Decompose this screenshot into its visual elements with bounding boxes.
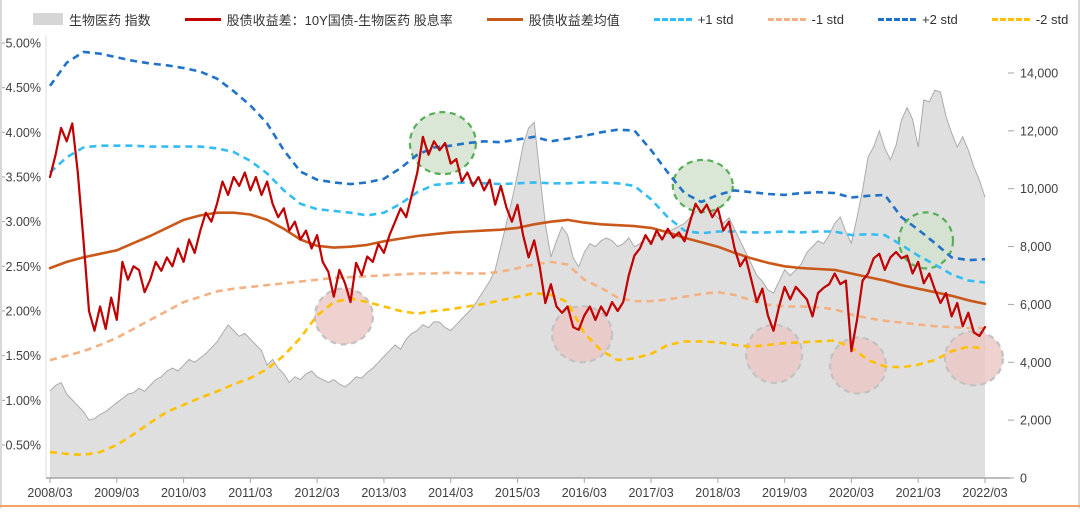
series-p1std-line (49, 144, 986, 284)
x-axis-tick-label: 2009/03 (94, 486, 139, 500)
x-axis-tick-label: 2010/03 (161, 486, 206, 500)
series-spread-line (48, 122, 987, 353)
y-right-tick-label: 2,000 (1020, 414, 1051, 428)
pink-highlight-circle-4 (313, 287, 374, 346)
y-left-tick-label: 3.00% (6, 215, 41, 229)
x-axis-tick-label: 2018/03 (695, 486, 740, 500)
pink-highlight-circle-6 (744, 323, 804, 384)
y-left-tick-label: 1.50% (6, 349, 41, 363)
x-axis-tick-label: 2020/03 (829, 486, 874, 500)
y-left-tick-label: 2.50% (6, 260, 41, 274)
x-axis-tick-label: 2016/03 (562, 486, 607, 500)
green-highlight-circle-1 (408, 111, 477, 176)
legend-item-m1std: -1 std (767, 11, 845, 27)
legend-swatch-index (33, 13, 63, 25)
x-axis-tick-label: 2022/03 (962, 486, 1007, 500)
y-right-tick-label: 12,000 (1020, 124, 1058, 138)
y-left-tick-label: 0.50% (6, 439, 41, 453)
legend-label: +1 std (697, 11, 734, 27)
x-axis-tick-label: 2019/03 (762, 486, 807, 500)
y-left-tick-label: 4.00% (6, 126, 41, 140)
series-index-area (50, 90, 985, 478)
y-right-tick-label: 10,000 (1020, 182, 1058, 196)
legend-item-index: 生物医药 指数 (33, 10, 151, 29)
y-right-tick-label: 6,000 (1020, 298, 1051, 312)
pink-highlight-circle-8 (943, 330, 1005, 387)
x-axis-tick-label: 2011/03 (228, 486, 272, 500)
left-border-line (0, 0, 2, 508)
pink-highlight-circle-7 (828, 336, 888, 395)
legend-item-mean: 股债收益差均值 (486, 10, 620, 29)
y-left-tick-label: 3.50% (6, 171, 41, 185)
legend-label: 股债收益差：10Y国债-生物医药 股息率 (226, 12, 453, 28)
legend-label: 股债收益差均值 (528, 12, 620, 28)
legend-item-spread: 股债收益差：10Y国债-生物医药 股息率 (184, 10, 453, 29)
series-index-area-outline (49, 89, 986, 421)
legend-label: +2 std (922, 11, 958, 27)
series-m1std-line (49, 260, 985, 362)
legend-swatch-spread (184, 17, 221, 21)
legend-item-m2std: -2 std (991, 11, 1069, 27)
y-left-tick-label: 1.00% (6, 394, 41, 408)
x-axis-tick-label: 2008/03 (27, 486, 72, 500)
bottom-divider-line (0, 505, 1080, 507)
right-border-line (1078, 0, 1080, 508)
x-axis-tick-label: 2012/03 (295, 486, 340, 500)
pink-highlight-circle-5 (550, 305, 614, 364)
legend-swatch-m1std (767, 17, 806, 21)
y-right-tick-label: 8,000 (1020, 240, 1051, 254)
legend-swatch-p1std (653, 17, 692, 21)
x-axis-tick-label: 2015/03 (495, 486, 540, 500)
x-axis-tick-label: 2017/03 (628, 486, 673, 500)
legend-item-p1std: +1 std (653, 11, 734, 27)
legend: 生物医药 指数 股债收益差：10Y国债-生物医药 股息率 股债收益差均值 +1 std… (33, 8, 1068, 30)
x-axis-tick-label: 2014/03 (428, 486, 473, 500)
green-highlight-circle-2 (671, 158, 734, 213)
x-axis-tick-label: 2013/03 (361, 486, 406, 500)
legend-label: -1 std (811, 11, 845, 27)
x-axis-tick-label: 2021/03 (896, 486, 941, 500)
legend-swatch-p2std (878, 17, 917, 21)
legend-item-p2std: +2 std (878, 12, 958, 27)
y-right-tick-label: 0 (1020, 472, 1027, 486)
y-left-tick-label: 4.50% (6, 81, 41, 95)
legend-swatch-m2std (991, 17, 1030, 21)
legend-label: -2 std (1035, 11, 1069, 27)
legend-swatch-mean (486, 17, 523, 21)
legend-label: 生物医药 指数 (69, 12, 151, 28)
y-left-tick-label: 5.00% (6, 37, 41, 51)
y-right-tick-label: 4,000 (1020, 356, 1051, 370)
y-right-tick-label: 14,000 (1020, 67, 1058, 81)
series-p2std-line (48, 50, 986, 262)
series-m2std-line (49, 291, 986, 457)
y-left-tick-label: 2.00% (6, 305, 41, 319)
